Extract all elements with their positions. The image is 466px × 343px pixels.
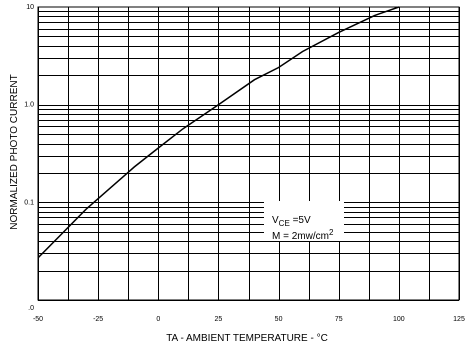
x-tick-label: 100 bbox=[393, 316, 405, 323]
x-tick-label: 75 bbox=[335, 316, 343, 323]
annotation-line-2: M = 2mw/cm2 bbox=[272, 228, 334, 242]
y-axis-label: NORMALIZED PHOTO CURRENT bbox=[9, 74, 20, 229]
x-tick-label: -25 bbox=[93, 316, 103, 323]
x-tick-labels: -50 -25 0 25 50 75 100 125 bbox=[33, 316, 465, 323]
x-tick-label: -50 bbox=[33, 316, 43, 323]
annotation-line-1: VCE =5V bbox=[272, 215, 311, 228]
x-axis-label: TA - AMBIENT TEMPERATURE - °C bbox=[166, 333, 328, 343]
x-tick-label: 25 bbox=[215, 316, 223, 323]
plot-frame bbox=[37, 6, 460, 301]
y-tick-label: 0.1 bbox=[24, 199, 34, 206]
conditions-annotation: VCE =5V M = 2mw/cm2 bbox=[264, 201, 344, 242]
y-tick-label: .0 bbox=[28, 305, 34, 312]
x-tick-label: 125 bbox=[453, 316, 465, 323]
y-tick-label: 10 bbox=[26, 4, 34, 11]
series-line bbox=[37, 6, 400, 259]
annotation-background bbox=[264, 201, 344, 241]
x-tick-label: 0 bbox=[156, 316, 160, 323]
y-tick-label: 1.0 bbox=[24, 102, 34, 109]
y-tick-labels: .0 0.1 1.0 10 bbox=[24, 4, 34, 312]
x-tick-label: 50 bbox=[275, 316, 283, 323]
grid bbox=[38, 7, 460, 301]
